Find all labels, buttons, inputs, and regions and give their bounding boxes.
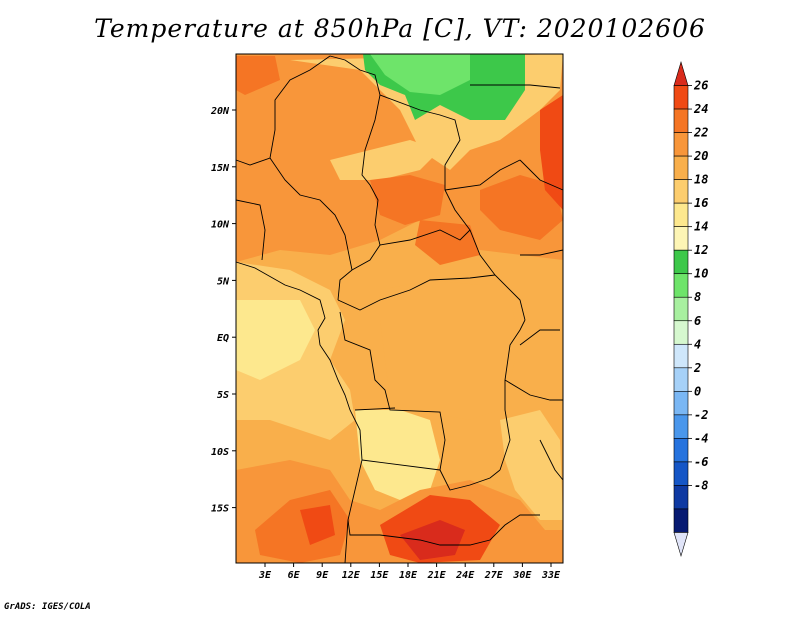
colorbar-label: 12 — [694, 243, 708, 257]
colorbar-label: 22 — [693, 126, 708, 140]
map-field — [236, 54, 563, 563]
colorbar-label: 6 — [694, 314, 701, 328]
colorbar-label: 0 — [694, 384, 701, 398]
colorbar-swatch — [673, 202, 689, 227]
lon-tick-label: 21E — [427, 570, 447, 581]
colorbar-label: 10 — [694, 267, 708, 281]
lon-tick-label: 9E — [316, 570, 329, 581]
lon-tick-label: 15E — [370, 570, 389, 581]
lat-tick-label: 5N — [217, 276, 230, 287]
lon-tick-label: 33E — [541, 570, 561, 581]
colorbar-swatch — [673, 226, 689, 251]
colorbar-label: 24 — [693, 102, 708, 116]
colorbar-label: 2 — [693, 361, 701, 375]
colorbar-swatch — [673, 461, 689, 486]
lat-tick-label: 20N — [210, 106, 230, 117]
colorbar-swatch — [673, 508, 689, 533]
lon-tick-label: 27E — [484, 570, 504, 581]
colorbar-label: 20 — [693, 149, 708, 163]
colorbar-swatch — [673, 249, 689, 275]
colorbar-swatch — [673, 343, 689, 369]
colorbar-label: -2 — [694, 408, 708, 422]
grads-credit: GrADS: IGES/COLA — [4, 602, 91, 612]
latitude-axis: 20N 15N 10N 5N EQ 5S 10S 15S — [210, 106, 236, 515]
colorbar-label: 16 — [694, 196, 708, 210]
colorbar-swatch — [673, 414, 689, 439]
colorbar-swatch — [673, 367, 689, 392]
lon-tick-label: 24E — [455, 570, 475, 581]
lat-tick-label: 5S — [217, 390, 229, 401]
lon-tick-label: 3E — [258, 570, 272, 581]
lon-tick-label: 6E — [288, 570, 301, 581]
map-frame — [235, 53, 564, 564]
lat-tick-label: 10S — [211, 447, 229, 458]
colorbar-swatch — [673, 485, 689, 510]
lat-tick-label: 10N — [211, 220, 230, 231]
colorbar-swatch — [673, 179, 689, 204]
lat-tick-label: 15S — [211, 504, 229, 515]
colorbar-swatch — [673, 85, 689, 110]
colorbar-swatch — [673, 438, 689, 463]
colorbar-label: -4 — [694, 431, 708, 445]
colorbar-label: 18 — [694, 173, 708, 187]
colorbar-top-triangle — [673, 60, 689, 86]
colorbar-label: 26 — [693, 79, 708, 93]
colorbar-swatch — [673, 155, 689, 180]
lon-tick-label: 18E — [399, 570, 418, 581]
colorbar-label: 4 — [694, 337, 701, 351]
colorbar-bottom-triangle — [673, 532, 689, 558]
colorbar-label: -6 — [694, 455, 708, 469]
colorbar-label: 8 — [694, 290, 701, 304]
colorbar-swatch — [673, 132, 689, 157]
colorbar-label: -8 — [694, 478, 708, 492]
colorbar-swatch — [673, 391, 689, 416]
lon-tick-label: 30E — [512, 570, 532, 581]
colorbar-label: 14 — [694, 220, 708, 234]
colorbar-swatch — [673, 296, 689, 322]
longitude-axis: 3E 6E 9E 12E 15E 18E 21E 24E 27E 30E 33E — [258, 563, 561, 581]
colorbar-swatch — [673, 320, 689, 345]
lon-tick-label: 12E — [342, 570, 361, 581]
lat-tick-label: 15N — [211, 163, 230, 174]
colorbar-swatch — [673, 273, 689, 298]
map-title: Temperature at 850hPa [C], VT: 202010260… — [94, 14, 706, 43]
colorbar-swatch — [673, 108, 689, 133]
lat-tick-label: EQ — [217, 333, 229, 344]
country-borders — [235, 55, 564, 564]
